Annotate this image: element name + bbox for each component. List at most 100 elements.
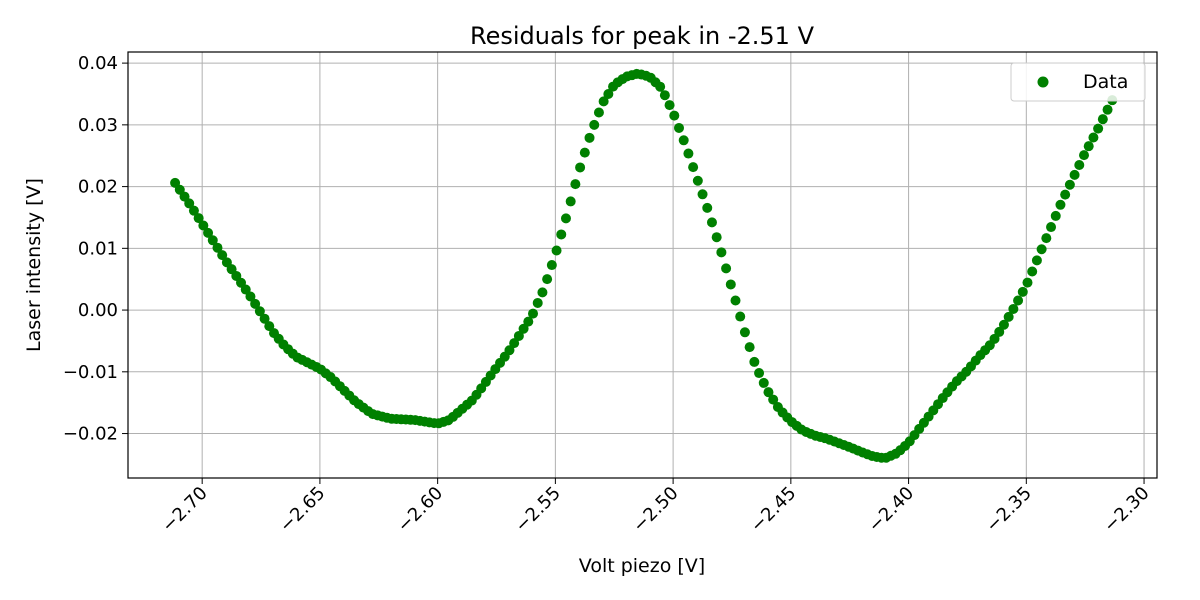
legend-box (1010, 62, 1146, 102)
x-tick-label: −2.70 (158, 483, 212, 537)
x-tick-label: −2.45 (747, 483, 801, 537)
data-point (603, 88, 614, 99)
data-point (245, 291, 256, 302)
x-tick-label: −2.50 (629, 483, 683, 537)
data-point (692, 175, 703, 186)
data-point (188, 205, 199, 216)
data-point (739, 327, 750, 338)
data-point (565, 196, 576, 207)
x-tick-label: −2.55 (511, 483, 565, 537)
data-point (542, 274, 553, 285)
data-point (1069, 169, 1080, 180)
data-point (1050, 210, 1061, 221)
data-point (1041, 233, 1052, 244)
x-tick-label: −2.65 (276, 483, 330, 537)
data-point (730, 295, 741, 306)
data-point (1083, 141, 1094, 152)
data-point (1102, 104, 1113, 115)
data-point (697, 189, 708, 200)
data-point (725, 279, 736, 290)
data-point (678, 135, 689, 146)
data-point (706, 217, 717, 228)
data-point (1064, 179, 1075, 190)
data-point (212, 242, 223, 253)
data-point (259, 313, 270, 324)
data-point (1097, 114, 1108, 125)
data-point (207, 235, 218, 246)
y-tick-label: 0.01 (78, 238, 118, 259)
legend-label-data: Data (1083, 71, 1128, 93)
data-point (1003, 311, 1014, 322)
data-point (546, 260, 557, 271)
data-point (655, 81, 666, 92)
y-tick-label: 0.02 (78, 177, 118, 198)
y-tick-label: 0.04 (78, 53, 118, 74)
data-point (1031, 255, 1042, 266)
data-point (584, 132, 595, 143)
data-point (1027, 266, 1038, 277)
data-point (1093, 123, 1104, 134)
data-point (537, 287, 548, 298)
y-tick-label: 0.03 (78, 115, 118, 136)
data-point (664, 100, 675, 111)
data-point (518, 323, 529, 334)
data-point (593, 107, 604, 118)
data-point (1013, 295, 1024, 306)
data-point (998, 319, 1009, 330)
data-point (528, 308, 539, 319)
data-point (560, 213, 571, 224)
data-point (749, 356, 760, 367)
data-point (504, 345, 515, 356)
data-point (1060, 189, 1071, 200)
data-point (768, 394, 779, 405)
data-point (1079, 150, 1090, 161)
data-point (523, 316, 534, 327)
y-tick-label: −0.01 (63, 362, 118, 383)
data-point (1036, 244, 1047, 255)
data-point (1008, 303, 1019, 314)
data-point (1074, 159, 1085, 170)
x-tick-label: −2.30 (1100, 483, 1154, 537)
data-point (683, 148, 694, 159)
data-point (203, 227, 214, 238)
data-point (1055, 199, 1066, 210)
data-point (513, 330, 524, 341)
data-point (754, 368, 765, 379)
x-axis-title: Volt piezo [V] (579, 555, 705, 577)
legend: Data (1010, 62, 1146, 102)
data-point (254, 306, 265, 317)
data-point (589, 119, 600, 130)
data-points (170, 68, 1118, 463)
data-point (763, 387, 774, 398)
data-point (1022, 277, 1033, 288)
y-tick-label: −0.02 (63, 424, 118, 445)
data-point (758, 377, 769, 388)
data-point (250, 298, 261, 309)
data-point (702, 202, 713, 213)
x-tick-label: −2.60 (393, 483, 447, 537)
data-point (193, 213, 204, 224)
x-tick-label: −2.35 (982, 483, 1036, 537)
chart-title: Residuals for peak in -2.51 V (470, 22, 815, 50)
legend-marker (1037, 76, 1049, 88)
data-point (509, 338, 520, 349)
y-axis-title: Laser intensity [V] (23, 178, 45, 352)
data-point (744, 342, 755, 353)
data-point (994, 326, 1005, 337)
data-point (669, 110, 680, 121)
data-point (688, 162, 699, 173)
data-point (217, 250, 228, 261)
data-point (1046, 222, 1057, 233)
data-point (551, 245, 562, 256)
x-tick-label: −2.40 (864, 483, 918, 537)
data-point (575, 162, 586, 173)
data-point (673, 122, 684, 133)
data-point (598, 96, 609, 107)
x-axis: −2.70 −2.65 −2.60 −2.55 −2.50 −2.45 −2.40 −2.35… (158, 478, 1154, 537)
data-point (659, 90, 670, 101)
data-point (1017, 286, 1028, 297)
grid (128, 52, 1157, 478)
plot-frame (127, 51, 1158, 479)
y-tick-label: 0.00 (78, 300, 118, 321)
